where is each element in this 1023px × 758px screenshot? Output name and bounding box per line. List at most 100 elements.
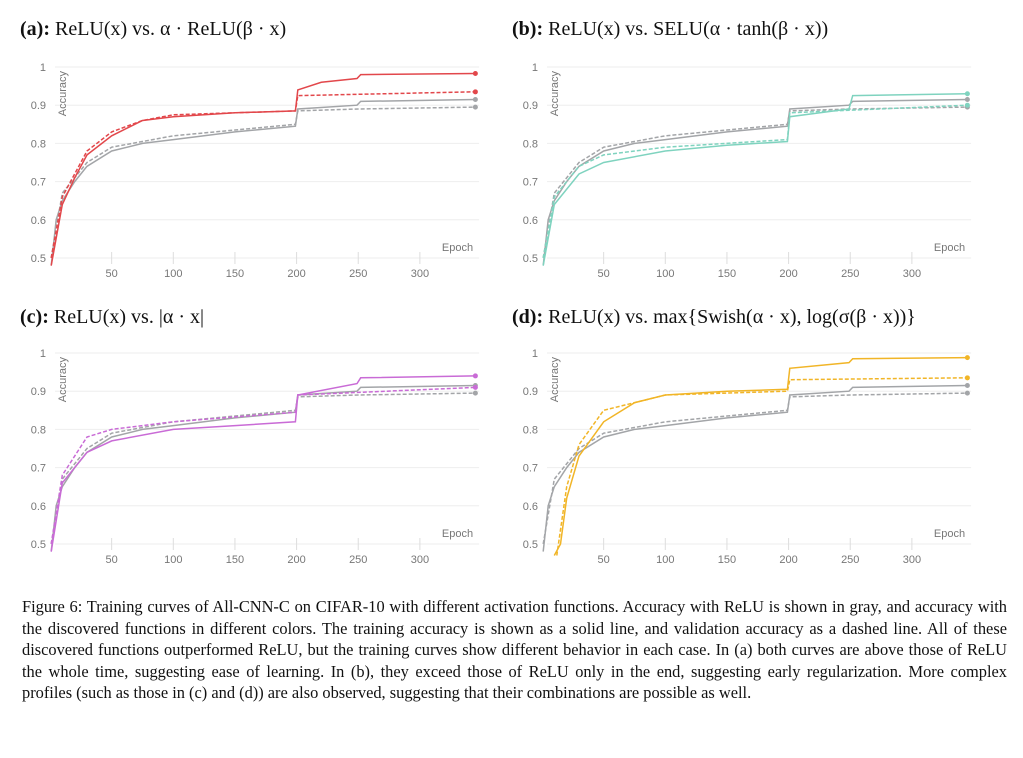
series-end-point-relu-val (472, 390, 478, 396)
y-axis-label: Accuracy (549, 357, 561, 403)
panel-label: (c): (20, 306, 49, 328)
series-line-fn-train (50, 375, 476, 552)
y-tick-label: 0.7 (31, 177, 46, 189)
x-tick-label: 250 (841, 554, 859, 566)
x-axis-label: Epoch (442, 528, 473, 540)
series-end-point-relu-train (964, 96, 970, 102)
series-end-point-fn-train (964, 91, 970, 97)
series-line-relu-val (542, 106, 968, 259)
y-tick-label: 0.6 (31, 501, 46, 513)
y-tick-label: 0.8 (523, 138, 538, 150)
series-end-point-relu-val (472, 104, 478, 110)
series-end-point-fn-val (472, 384, 478, 390)
x-axis-label: Epoch (442, 242, 473, 254)
x-tick-label: 100 (656, 268, 674, 280)
series-end-point-fn-val (472, 89, 478, 95)
x-tick-label: 150 (226, 554, 244, 566)
y-tick-label: 0.9 (523, 100, 538, 112)
y-tick-label: 0.6 (523, 215, 538, 227)
x-axis-label: Epoch (934, 528, 965, 540)
y-axis-label: Accuracy (549, 71, 561, 117)
y-tick-label: 0.7 (31, 463, 46, 475)
series-end-point-fn-train (964, 355, 970, 361)
x-tick-label: 50 (106, 268, 118, 280)
x-tick-label: 300 (903, 554, 921, 566)
y-tick-label: 1 (40, 348, 46, 360)
x-tick-label: 250 (349, 268, 367, 280)
x-tick-label: 200 (779, 268, 797, 280)
y-tick-label: 0.6 (31, 215, 46, 227)
y-tick-label: 0.9 (31, 100, 46, 112)
series-line-fn-train (50, 72, 476, 266)
y-tick-label: 0.6 (523, 501, 538, 513)
series-line-relu-train (542, 98, 968, 266)
x-tick-label: 150 (718, 268, 736, 280)
series-line-fn-val (556, 377, 968, 556)
y-tick-label: 0.9 (523, 386, 538, 398)
series-line-fn-train (553, 356, 968, 556)
series-end-point-relu-val (964, 390, 970, 396)
series-line-relu-train (50, 98, 476, 266)
x-tick-label: 50 (598, 554, 610, 566)
x-tick-label: 200 (287, 554, 305, 566)
panel-title-text: ReLU(x) vs. max{Swish(α · x), log(σ(β · … (548, 306, 916, 328)
series-line-relu-train (50, 384, 476, 552)
y-tick-label: 0.5 (523, 253, 538, 265)
panel-title-text: ReLU(x) vs. α · ReLU(β · x) (54, 18, 287, 40)
series-line-fn-val (542, 104, 968, 259)
x-tick-label: 50 (598, 268, 610, 280)
x-tick-label: 300 (903, 268, 921, 280)
y-tick-label: 0.8 (523, 424, 538, 436)
y-tick-label: 1 (532, 62, 538, 74)
panel-title-a: (a): ReLU(x) vs. α · ReLU(β · x) (20, 18, 286, 41)
x-axis-label: Epoch (934, 242, 965, 254)
series-line-fn-train (542, 92, 968, 266)
panel-title-d: (d): ReLU(x) vs. max{Swish(α · x), log(σ… (512, 306, 916, 329)
y-tick-label: 0.5 (31, 253, 46, 265)
x-tick-label: 250 (841, 268, 859, 280)
x-tick-label: 100 (164, 554, 182, 566)
y-tick-label: 0.9 (31, 386, 46, 398)
series-end-point-fn-train (472, 70, 478, 76)
x-tick-label: 100 (164, 268, 182, 280)
x-tick-label: 150 (226, 268, 244, 280)
y-tick-label: 0.7 (523, 177, 538, 189)
x-tick-label: 300 (411, 268, 429, 280)
y-tick-label: 0.5 (523, 539, 538, 551)
panel-title-text: ReLU(x) vs. |α · x| (53, 306, 204, 328)
series-line-relu-val (542, 392, 968, 545)
series-line-relu-val (50, 392, 476, 545)
y-axis-label: Accuracy (57, 71, 69, 117)
x-tick-label: 300 (411, 554, 429, 566)
x-tick-label: 200 (779, 554, 797, 566)
y-tick-label: 0.5 (31, 539, 46, 551)
x-tick-label: 150 (718, 554, 736, 566)
panel-label: (a): (20, 18, 50, 40)
x-tick-label: 50 (106, 554, 118, 566)
y-tick-label: 0.8 (31, 138, 46, 150)
panel-title-b: (b): ReLU(x) vs. SELU(α · tanh(β · x)) (512, 18, 828, 41)
series-line-fn-val (50, 386, 476, 545)
series-end-point-fn-val (964, 102, 970, 108)
panel-label: (d): (512, 306, 544, 328)
series-end-point-fn-val (964, 375, 970, 381)
series-line-fn-val (50, 91, 476, 259)
x-tick-label: 250 (349, 554, 367, 566)
panel-label: (b): (512, 18, 544, 40)
y-axis-label: Accuracy (57, 357, 69, 403)
x-tick-label: 100 (656, 554, 674, 566)
y-tick-label: 0.8 (31, 424, 46, 436)
series-line-relu-train (542, 384, 968, 552)
y-tick-label: 0.7 (523, 463, 538, 475)
figure-caption: Figure 6: Training curves of All-CNN-C o… (22, 597, 1007, 703)
series-end-point-relu-train (964, 382, 970, 388)
series-end-point-relu-train (472, 96, 478, 102)
panel-title-c: (c): ReLU(x) vs. |α · x| (20, 306, 204, 329)
panel-title-text: ReLU(x) vs. SELU(α · tanh(β · x)) (548, 18, 829, 40)
series-end-point-fn-train (472, 373, 478, 379)
y-tick-label: 1 (40, 62, 46, 74)
